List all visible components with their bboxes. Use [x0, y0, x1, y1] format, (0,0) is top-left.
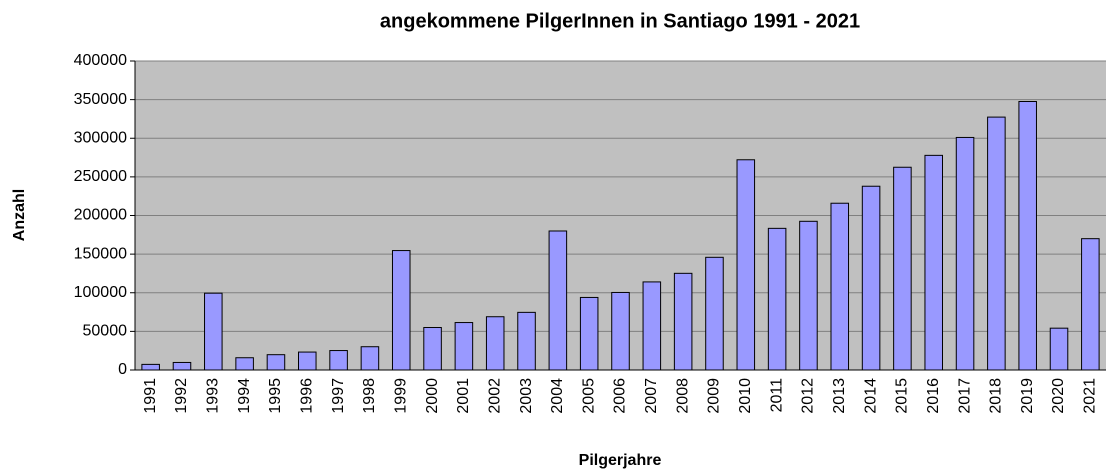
x-tick-label: 2014 [862, 378, 879, 414]
x-tick-label: 2016 [925, 378, 942, 414]
y-tick-label: 0 [118, 361, 127, 378]
x-tick-label: 2015 [894, 378, 911, 414]
x-tick-label: 2004 [549, 378, 566, 414]
bar [799, 220, 818, 371]
y-tick-label: 350000 [74, 91, 127, 108]
x-tick-label: 2010 [737, 378, 754, 414]
x-tick-label: 1999 [392, 378, 409, 414]
bar [924, 154, 943, 371]
x-tick-label: 1996 [298, 378, 315, 414]
x-tick-label: 2008 [674, 378, 691, 414]
bar [548, 230, 568, 371]
bar [172, 361, 192, 371]
x-tick-label: 2009 [706, 378, 723, 414]
x-tick-label: 2007 [643, 378, 660, 414]
bar [987, 116, 1006, 371]
x-axis-label: Pilgerjahre [579, 452, 662, 469]
x-tick-label: 1997 [330, 378, 347, 414]
bar [454, 322, 474, 371]
bar [893, 166, 912, 371]
bar [955, 136, 975, 371]
x-tick-label: 2019 [1019, 378, 1036, 414]
bar [579, 296, 599, 371]
bar [736, 159, 756, 371]
y-tick-label: 200000 [74, 207, 127, 224]
x-tick-label: 2002 [486, 378, 503, 414]
x-tick-label: 2013 [831, 378, 848, 414]
x-tick-label: 2011 [768, 378, 785, 413]
x-tick-label: 1993 [205, 378, 222, 414]
x-tick-label: 2020 [1050, 378, 1067, 414]
x-tick-label: 2003 [518, 378, 535, 414]
y-tick-label: 400000 [74, 52, 127, 69]
x-tick-label: 1991 [142, 378, 159, 414]
bar [329, 350, 348, 371]
x-tick-label: 2018 [988, 378, 1005, 414]
x-tick-label: 1995 [267, 378, 284, 414]
bar [391, 250, 411, 371]
bar [298, 351, 317, 371]
x-tick-label: 2006 [612, 378, 629, 414]
x-tick-label: 2005 [580, 378, 597, 414]
x-tick-label: 1994 [236, 378, 253, 414]
bar [517, 311, 536, 371]
y-tick-label: 150000 [74, 245, 127, 262]
y-tick-label: 50000 [83, 323, 128, 340]
bar [767, 227, 787, 371]
bar [1049, 327, 1069, 371]
bar [235, 357, 254, 371]
x-tick-label: 2017 [956, 378, 973, 414]
x-tick-label: 2001 [455, 378, 472, 414]
bar [830, 202, 850, 371]
y-tick-label: 250000 [74, 168, 127, 185]
y-axis-label: Anzahl [11, 189, 28, 241]
bar [861, 185, 881, 371]
chart-title: angekommene PilgerInnen in Santiago 1991… [380, 10, 860, 32]
x-tick-label: 2000 [424, 378, 441, 414]
bar [673, 272, 693, 371]
bar [360, 346, 380, 371]
y-tick-label: 100000 [74, 284, 127, 301]
bar [1018, 100, 1037, 371]
bar [485, 316, 505, 371]
y-tick-label: 300000 [74, 129, 127, 146]
bar [141, 363, 160, 371]
x-tick-label: 2021 [1082, 378, 1099, 414]
bar [423, 327, 442, 371]
bar [204, 292, 223, 371]
x-tick-label: 1998 [361, 378, 378, 414]
bar [266, 354, 286, 371]
x-tick-label: 1992 [173, 378, 190, 414]
bar [705, 256, 724, 371]
bar [1081, 238, 1100, 371]
bar [611, 291, 630, 371]
x-tick-label: 2012 [800, 378, 817, 414]
bar [642, 281, 662, 371]
